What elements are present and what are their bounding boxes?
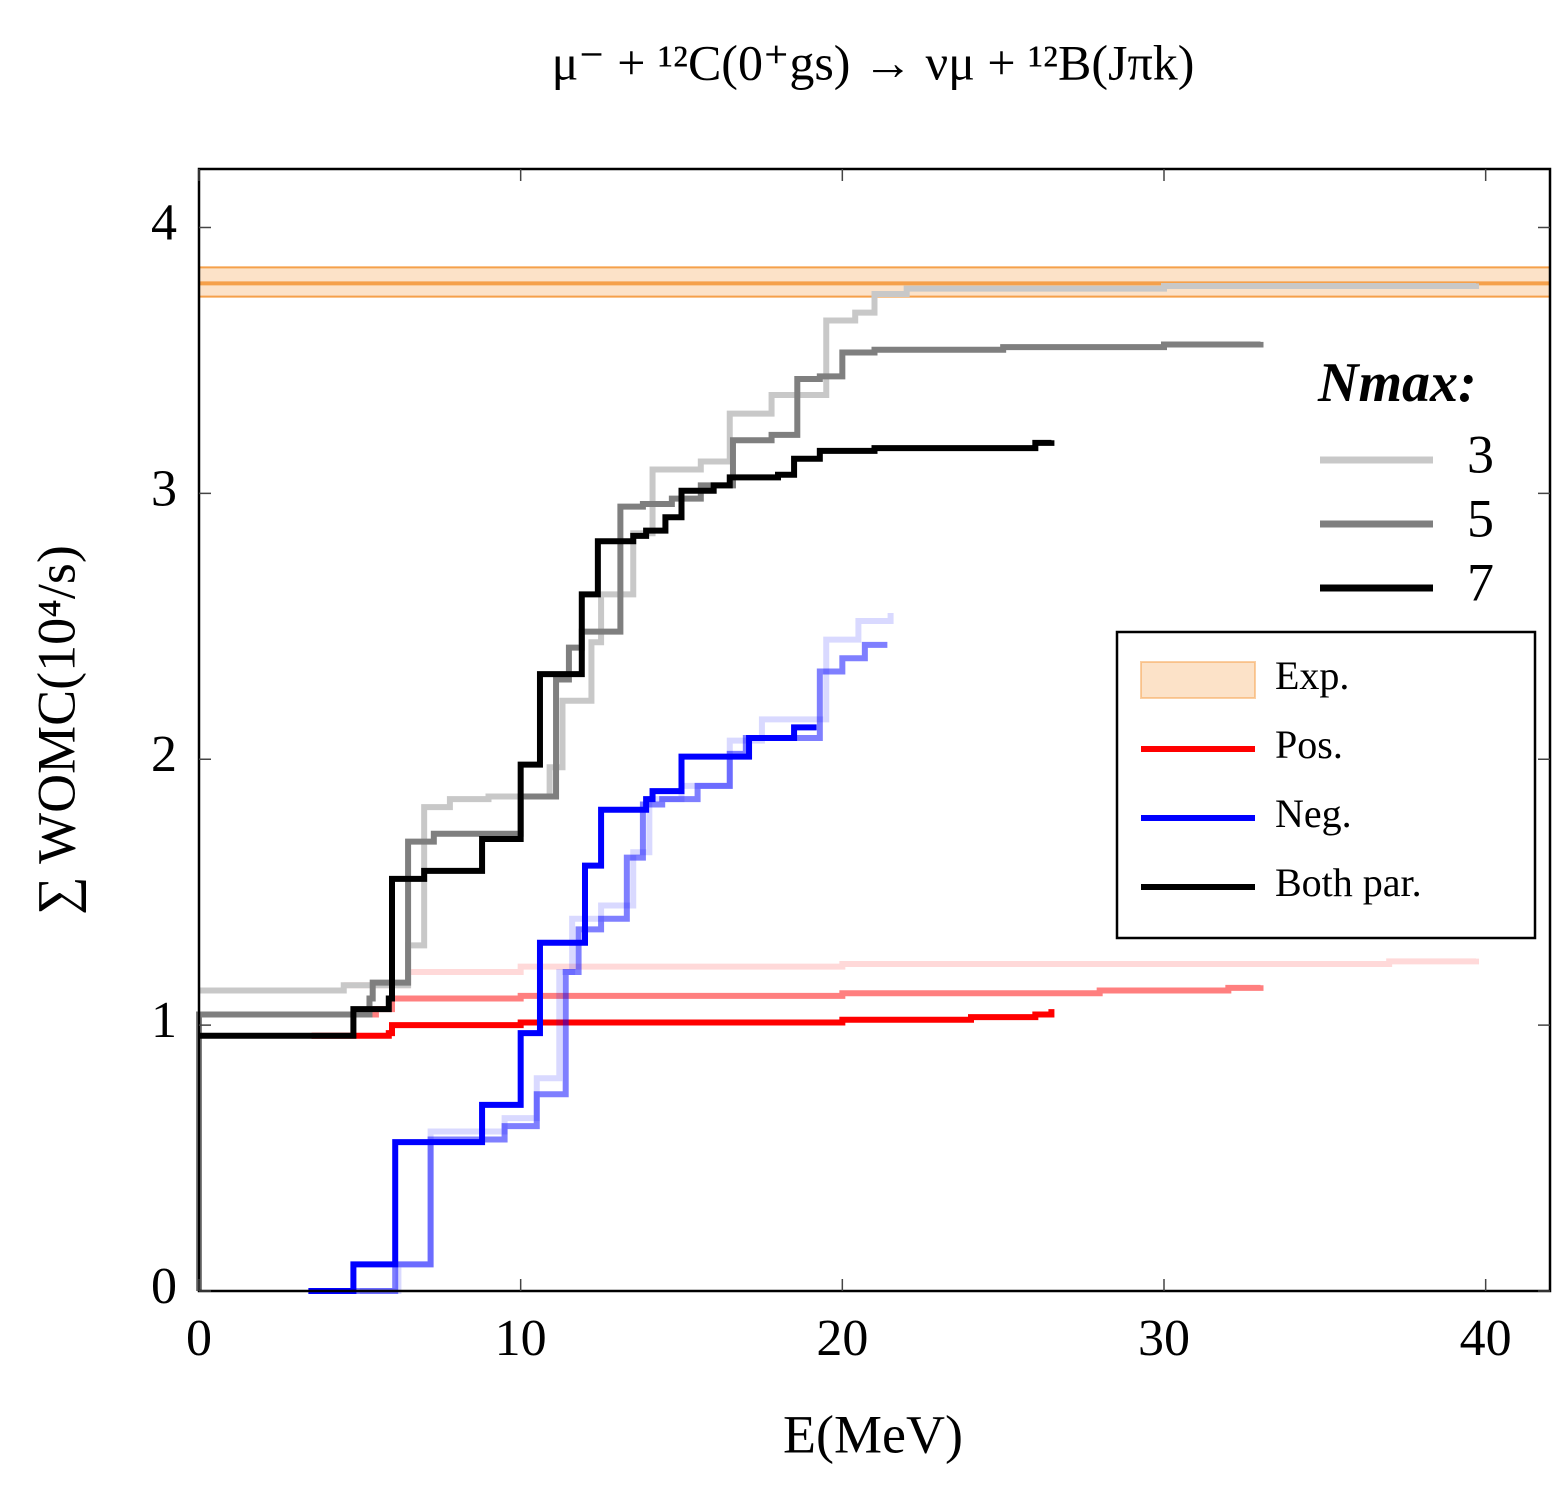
- step-line: [199, 439, 1055, 1039]
- step-line: [196, 341, 1264, 1291]
- x-tick-label: 40: [1460, 1310, 1512, 1367]
- legend-label: Pos.: [1275, 722, 1343, 767]
- legend-label: 5: [1467, 488, 1494, 548]
- x-axis-label: E(MeV): [783, 1404, 963, 1464]
- legend-label: Exp.: [1275, 653, 1349, 698]
- x-tick-label: 20: [816, 1310, 868, 1367]
- x-tick-label: 0: [186, 1310, 212, 1367]
- legend-label: 7: [1467, 552, 1494, 612]
- legend-title: Nmax:: [1317, 352, 1477, 414]
- legend-swatch: [1140, 661, 1256, 699]
- legend-label: Both par.: [1275, 860, 1422, 905]
- x-tick-label: 30: [1138, 1310, 1190, 1367]
- step-line: [311, 1009, 1055, 1039]
- step-line: [353, 641, 888, 1294]
- y-tick-label: 4: [151, 194, 177, 251]
- legend-label: 3: [1467, 424, 1494, 484]
- step-line: [359, 613, 894, 1294]
- step-line: [308, 724, 817, 1294]
- legend-label: Neg.: [1275, 791, 1352, 836]
- chart-title: μ⁻ + ¹²C(0⁺gs) → νμ + ¹²B(Jπk): [552, 34, 1195, 90]
- x-tick-label: 10: [495, 1310, 547, 1367]
- y-tick-label: 0: [151, 1258, 177, 1315]
- step-line: [311, 984, 1264, 1018]
- y-axis-label: ∑ WOMC(10⁴/s): [26, 545, 86, 915]
- y-tick-label: 1: [151, 992, 177, 1049]
- plot-frame: [197, 167, 1552, 1293]
- y-tick-label: 2: [151, 726, 177, 783]
- y-tick-label: 3: [151, 460, 177, 517]
- step-line: [343, 958, 1480, 989]
